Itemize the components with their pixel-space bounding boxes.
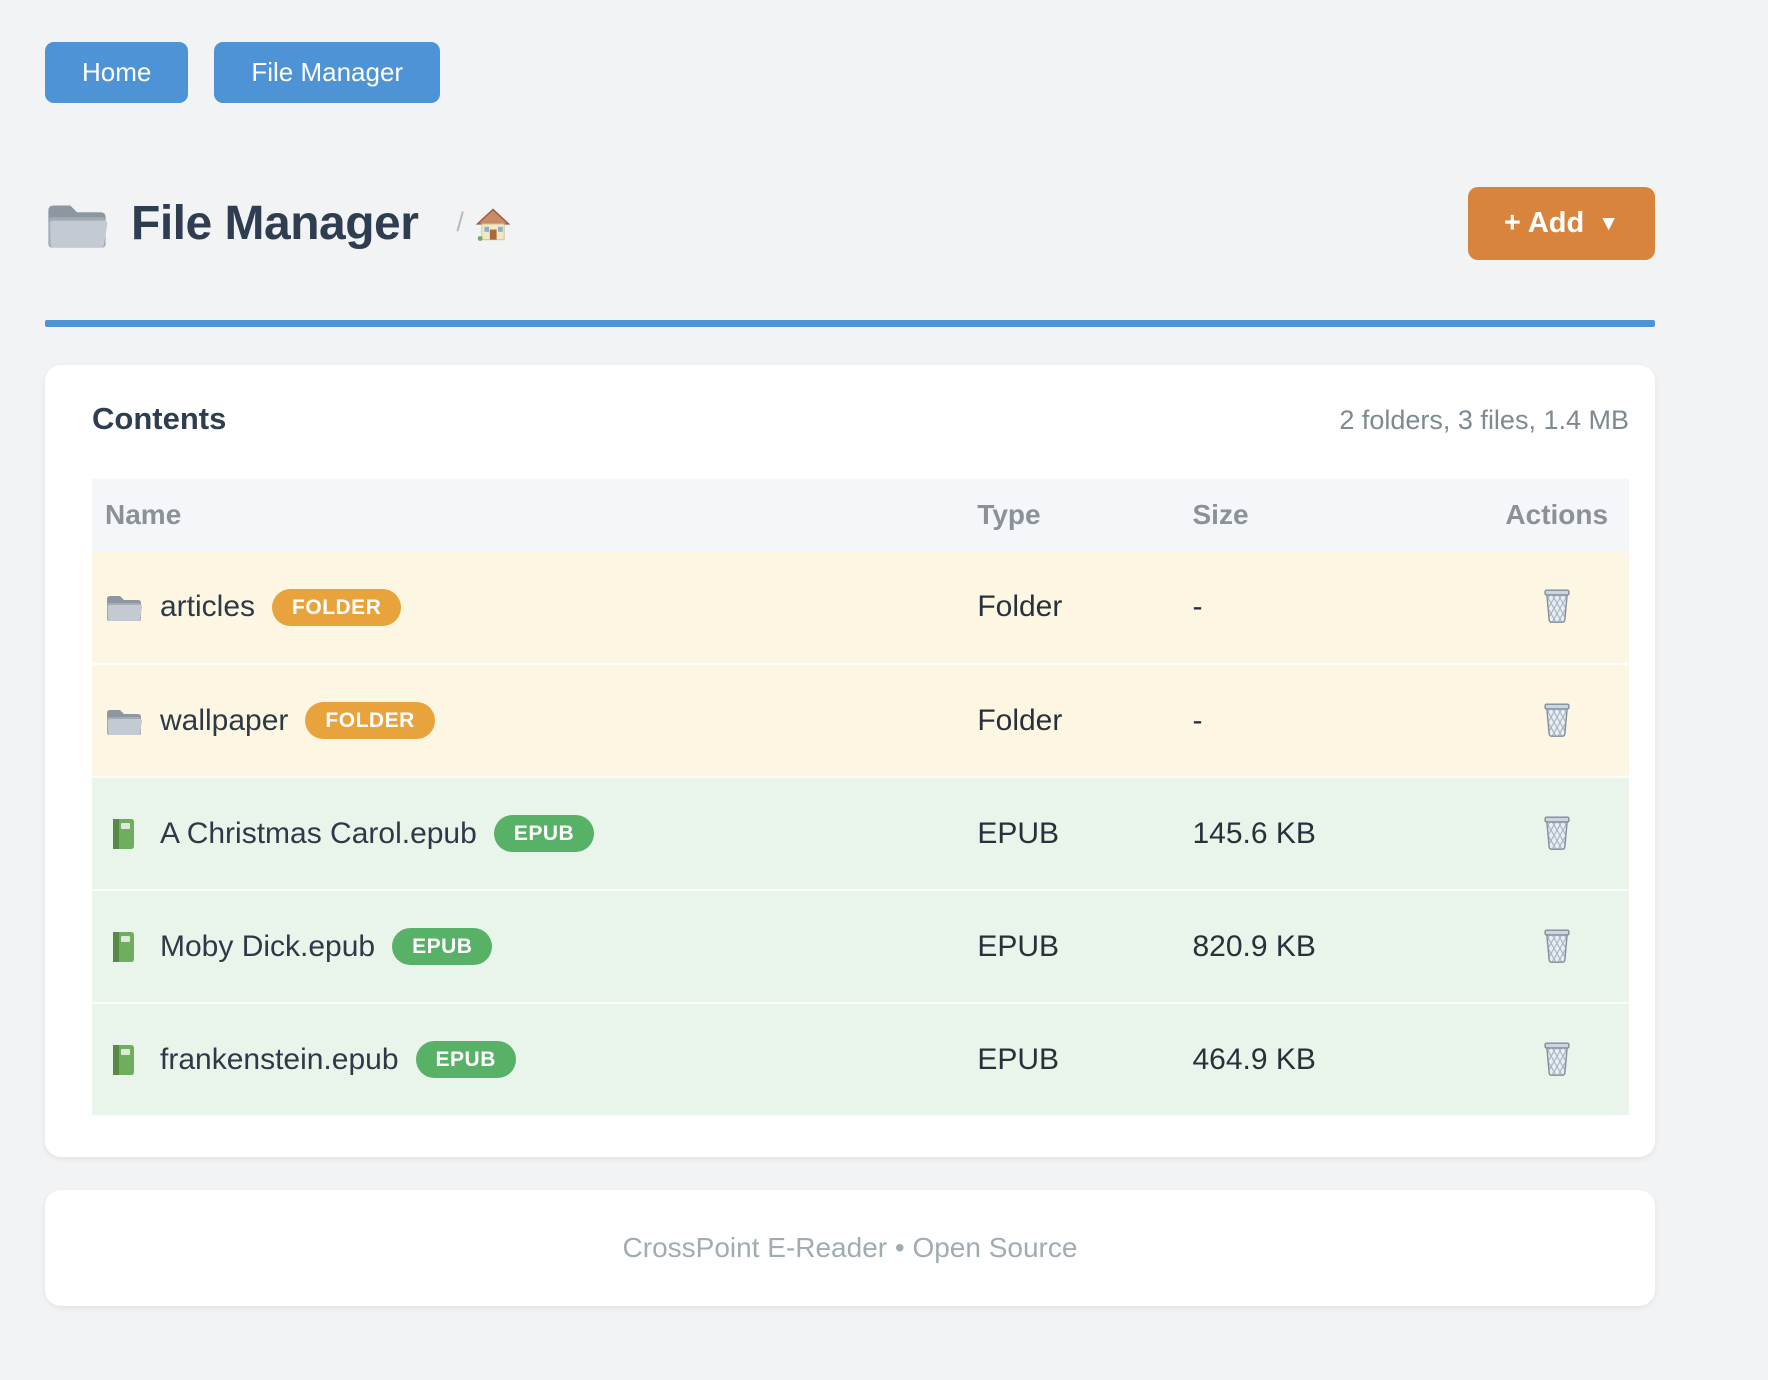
page-title: File Manager [131, 197, 419, 251]
trash-icon [1540, 700, 1574, 738]
file-type-badge: EPUB [392, 928, 493, 966]
footer-card: CrossPoint E-Reader • Open Source [45, 1190, 1655, 1307]
contents-card-header: Contents 2 folders, 3 files, 1.4 MB [92, 401, 1629, 437]
home-nav-button[interactable]: Home [45, 42, 189, 104]
green-book-icon [113, 931, 135, 962]
top-nav: Home File Manager [45, 0, 1655, 104]
file-name-link[interactable]: frankenstein.epub [160, 1042, 399, 1076]
column-header-actions: Actions [1484, 479, 1629, 552]
page-header: File Manager / + Add ▼ [45, 187, 1655, 261]
table-row: A Christmas Carol.epub EPUB EPUB 145.6 K… [92, 777, 1629, 891]
file-name-link[interactable]: A Christmas Carol.epub [160, 816, 477, 850]
file-manager-nav-button[interactable]: File Manager [214, 42, 441, 104]
title-divider [45, 320, 1655, 328]
file-type-cell: EPUB [977, 816, 1060, 850]
folder-icon [107, 709, 143, 735]
table-row: articles FOLDER Folder - [92, 551, 1629, 665]
breadcrumb-separator: / [456, 206, 464, 237]
trash-icon [1540, 1039, 1574, 1077]
file-type-badge: FOLDER [305, 702, 435, 740]
contents-summary: 2 folders, 3 files, 1.4 MB [1339, 405, 1629, 436]
contents-card: Contents 2 folders, 3 files, 1.4 MB Name… [45, 365, 1655, 1158]
file-table: Name Type Size Actions articles FOLDER F… [92, 479, 1629, 1117]
table-row: wallpaper FOLDER Folder - [92, 664, 1629, 778]
add-button-label: + Add [1503, 207, 1585, 240]
file-size-cell: 820.9 KB [1192, 929, 1316, 963]
file-type-cell: EPUB [977, 929, 1060, 963]
caret-down-icon: ▼ [1598, 212, 1619, 236]
trash-icon [1540, 926, 1574, 964]
column-header-type: Type [977, 479, 1193, 552]
folder-icon [107, 596, 143, 622]
delete-button[interactable] [1536, 582, 1578, 628]
contents-heading: Contents [92, 401, 227, 437]
delete-button[interactable] [1536, 696, 1578, 742]
delete-button[interactable] [1536, 809, 1578, 855]
file-size-cell: - [1192, 590, 1203, 624]
house-icon[interactable] [474, 206, 512, 242]
delete-button[interactable] [1536, 1035, 1578, 1081]
file-type-badge: EPUB [493, 815, 595, 853]
file-name-link[interactable]: wallpaper [160, 703, 289, 737]
file-name-link[interactable]: Moby Dick.epub [160, 929, 376, 963]
file-type-cell: Folder [977, 703, 1063, 737]
green-book-icon [113, 818, 135, 849]
file-table-header: Name Type Size Actions [92, 479, 1629, 552]
table-body: articles FOLDER Folder - wallpaper [92, 551, 1629, 1117]
column-header-size: Size [1192, 479, 1485, 552]
delete-button[interactable] [1536, 922, 1578, 968]
file-type-cell: Folder [977, 590, 1063, 624]
folder-icon [48, 205, 108, 248]
title-group: File Manager / [45, 196, 512, 251]
table-row: Moby Dick.epub EPUB EPUB 820.9 KB [92, 890, 1629, 1004]
file-name-link[interactable]: articles [160, 590, 256, 624]
file-type-badge: EPUB [415, 1041, 516, 1079]
footer-text: CrossPoint E-Reader • Open Source [622, 1232, 1078, 1264]
file-type-cell: EPUB [977, 1042, 1060, 1076]
breadcrumb: / [456, 206, 512, 242]
file-type-badge: FOLDER [272, 588, 402, 626]
table-row: frankenstein.epub EPUB EPUB 464.9 KB [92, 1003, 1629, 1117]
column-header-name: Name [92, 479, 978, 552]
green-book-icon [113, 1044, 135, 1075]
file-size-cell: 464.9 KB [1192, 1042, 1316, 1076]
page-container: Home File Manager File Manager / + Add ▼… [45, 0, 1655, 1307]
file-size-cell: - [1192, 703, 1203, 737]
trash-icon [1540, 586, 1574, 624]
trash-icon [1540, 813, 1574, 851]
add-button[interactable]: + Add ▼ [1467, 187, 1655, 261]
file-size-cell: 145.6 KB [1192, 816, 1316, 850]
